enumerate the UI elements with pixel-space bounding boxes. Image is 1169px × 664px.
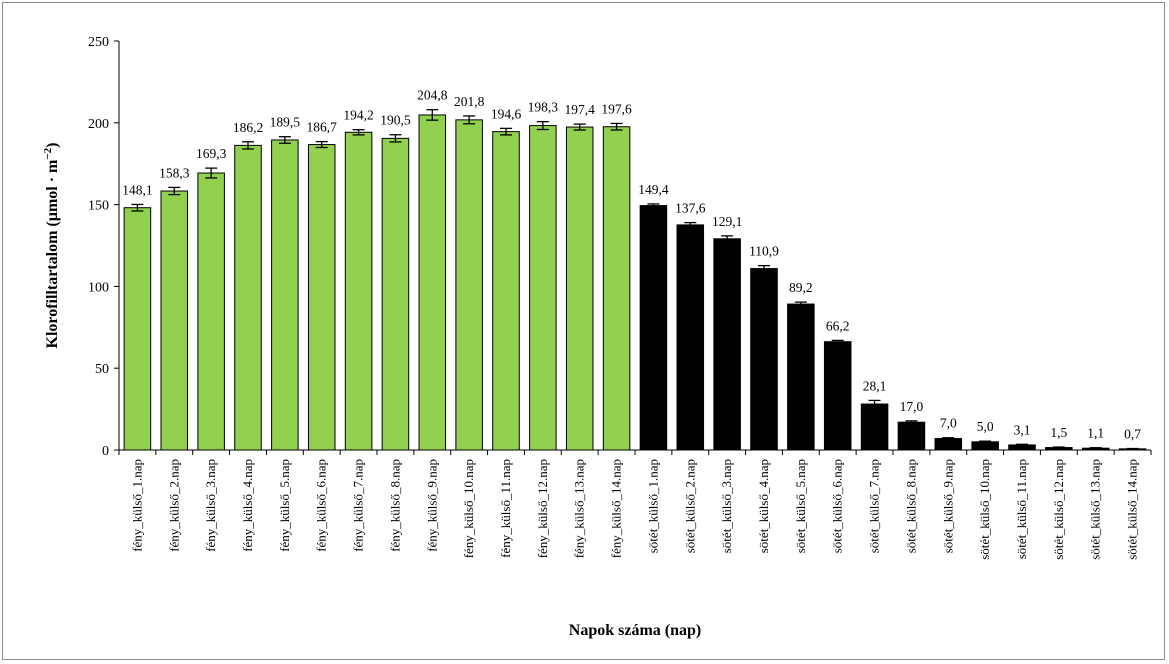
- bar: [787, 303, 815, 451]
- data-label: 0,7: [1124, 427, 1141, 442]
- data-label: 17,0: [900, 399, 924, 414]
- data-label: 197,6: [601, 101, 632, 116]
- data-label: 186,7: [307, 120, 338, 135]
- x-axis-title: Napok száma (nap): [569, 622, 701, 639]
- y-axis-ticks: 0 50 100 150 200 250: [88, 35, 119, 459]
- data-label: 89,2: [789, 280, 813, 295]
- data-label: 204,8: [417, 88, 448, 103]
- x-category-label: sötét_külső_2.nap: [682, 459, 697, 553]
- x-category-label: sötét_külső_14.nap: [1125, 459, 1140, 560]
- y-axis-title-text: Klorofilltartalom (µmol · m: [44, 159, 61, 349]
- data-label: 149,4: [638, 182, 669, 197]
- data-label: 110,9: [749, 244, 779, 259]
- data-label: 194,6: [491, 106, 522, 121]
- y-axis-title-superscript: −2: [42, 147, 54, 159]
- bar: [529, 125, 557, 451]
- data-label: 194,2: [343, 108, 373, 123]
- bar: [565, 126, 594, 451]
- bar: [639, 205, 668, 451]
- x-category-label: sötét_külső_3.nap: [719, 459, 734, 553]
- x-category-label: fény_külső_2.nap: [166, 459, 181, 552]
- y-axis-title-close: ): [44, 143, 61, 148]
- bar: [897, 421, 926, 451]
- bar: [234, 144, 262, 451]
- x-category-label: sötét_külső_9.nap: [940, 459, 955, 553]
- x-category-label: fény_külső_1.nap: [129, 459, 144, 552]
- x-category-label: fény_külső_7.nap: [351, 459, 366, 552]
- data-label: 1,5: [1050, 425, 1067, 440]
- bar: [602, 126, 631, 451]
- x-category-label: fény_külső_10.nap: [461, 459, 476, 558]
- bar: [934, 438, 963, 451]
- x-category-label: fény_külső_6.nap: [314, 459, 329, 552]
- bar: [713, 238, 741, 451]
- data-label: 189,5: [270, 115, 301, 130]
- data-label: 186,2: [233, 120, 263, 135]
- data-labels: 148,1 158,3 169,3 186,2 189,5 186,7 194,2 190,5…: [122, 88, 1141, 442]
- y-tick-label: 0: [102, 444, 109, 459]
- data-label: 129,1: [712, 214, 742, 229]
- x-category-label: sötét_külső_7.nap: [867, 459, 882, 553]
- x-category-label: sötét_külső_11.nap: [1014, 459, 1029, 559]
- bar: [197, 172, 225, 451]
- bar-chart: 0 50 100 150 200 250 148,1 158,3 169,3 186,2 189,…: [42, 35, 1152, 639]
- bar: [455, 119, 483, 451]
- bar: [823, 341, 852, 451]
- x-category-label: sötét_külső_10.nap: [977, 459, 992, 560]
- x-category-label: sötét_külső_6.nap: [830, 459, 845, 553]
- data-label: 1,1: [1087, 426, 1104, 441]
- bar: [676, 224, 705, 451]
- y-tick-label: 150: [88, 199, 109, 214]
- data-label: 201,8: [454, 94, 485, 109]
- x-category-label: sötét_külső_8.nap: [903, 459, 918, 553]
- x-category-label: sötét_külső_13.nap: [1088, 459, 1103, 560]
- bar: [123, 207, 152, 451]
- bar: [307, 144, 336, 451]
- data-label: 148,1: [122, 182, 152, 197]
- x-category-label: fény_külső_4.nap: [240, 459, 255, 552]
- data-label: 169,3: [196, 146, 227, 161]
- x-axis-categories: fény_külső_1.nap fény_külső_2.nap fény_kül…: [118, 450, 1152, 560]
- x-category-label: fény_külső_3.nap: [203, 459, 218, 552]
- data-label: 7,0: [940, 416, 957, 431]
- data-label: 28,1: [863, 378, 887, 393]
- data-label: 5,0: [977, 419, 994, 434]
- data-label: 137,6: [675, 201, 706, 216]
- bar: [492, 131, 520, 451]
- data-label: 3,1: [1014, 422, 1031, 437]
- data-label: 197,4: [565, 102, 596, 117]
- bar: [750, 268, 778, 451]
- y-tick-label: 50: [95, 362, 109, 377]
- data-label: 190,5: [380, 113, 411, 128]
- x-category-label: sötét_külső_1.nap: [645, 459, 660, 553]
- bar: [381, 137, 410, 451]
- x-category-label: fény_külső_11.nap: [498, 459, 513, 558]
- x-category-label: fény_külső_12.nap: [535, 459, 550, 558]
- data-label: 158,3: [159, 165, 190, 180]
- y-tick-label: 200: [88, 117, 109, 132]
- y-tick-label: 100: [88, 280, 109, 295]
- x-category-label: fény_külső_8.nap: [387, 459, 402, 552]
- y-axis-title: Klorofilltartalom (µmol · m−2): [42, 143, 61, 349]
- data-label: 66,2: [826, 318, 850, 333]
- bar: [271, 139, 299, 451]
- error-bars: [131, 109, 1139, 450]
- data-label: 198,3: [528, 100, 559, 115]
- x-category-label: fény_külső_13.nap: [572, 459, 587, 558]
- x-category-label: sötét_külső_12.nap: [1051, 459, 1066, 560]
- bar: [418, 114, 447, 451]
- bar: [160, 190, 189, 451]
- x-category-label: fény_külső_9.nap: [424, 459, 439, 552]
- x-category-label: fény_külső_5.nap: [277, 459, 292, 552]
- x-category-label: sötét_külső_4.nap: [756, 459, 771, 553]
- bar: [344, 131, 373, 451]
- x-category-label: fény_külső_14.nap: [609, 459, 624, 558]
- y-tick-label: 250: [88, 35, 109, 50]
- bars: [123, 114, 1147, 451]
- x-category-label: sötét_külső_5.nap: [793, 459, 808, 553]
- bar: [860, 403, 889, 451]
